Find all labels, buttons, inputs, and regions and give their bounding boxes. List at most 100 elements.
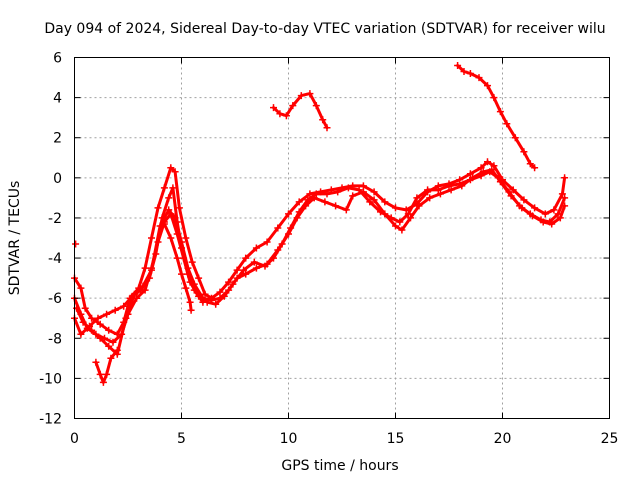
series-segment-18h [454, 62, 539, 172]
data-point-marker [458, 182, 466, 190]
data-point-marker [520, 196, 528, 204]
data-series [71, 62, 569, 386]
data-point-marker [398, 226, 406, 234]
data-point-marker [216, 288, 224, 296]
data-point-marker [72, 240, 80, 248]
series-dip [92, 346, 121, 386]
data-point-marker [561, 194, 569, 202]
data-point-marker [460, 68, 468, 75]
data-point-marker [107, 354, 115, 362]
x-tick-label: 25 [601, 431, 619, 447]
data-point-marker [285, 230, 292, 238]
data-point-marker [184, 270, 192, 278]
data-point-marker [188, 258, 196, 266]
data-point-marker [366, 198, 374, 206]
data-point-marker [541, 210, 549, 218]
plot-frame [74, 57, 610, 419]
data-point-marker [201, 290, 209, 298]
series-trace-b [71, 168, 569, 346]
data-point-marker [178, 270, 185, 278]
data-point-marker [285, 210, 292, 218]
data-point-marker [250, 258, 258, 266]
data-point-marker [306, 90, 314, 98]
data-point-marker [550, 206, 558, 214]
data-point-marker [225, 286, 233, 294]
data-point-marker [475, 74, 483, 82]
data-point-marker [233, 266, 241, 274]
data-point-marker [171, 168, 179, 176]
data-point-marker [212, 300, 220, 308]
data-point-marker [402, 206, 410, 214]
data-point-marker [242, 270, 250, 278]
data-point-marker [86, 322, 93, 330]
data-point-marker [187, 306, 195, 314]
data-point-marker [289, 102, 297, 110]
data-point-marker [507, 192, 515, 200]
data-point-marker [334, 188, 342, 196]
data-point-marker [518, 204, 526, 212]
data-point-marker [293, 214, 301, 222]
data-point-marker [496, 178, 504, 186]
series-line [272, 92, 329, 130]
grid-lines [74, 57, 610, 419]
data-point-marker [312, 102, 320, 110]
x-axis-label: GPS time / hours [281, 458, 398, 474]
series-trace-a [71, 158, 569, 338]
x-tick-label: 10 [280, 431, 298, 447]
axis-ticks: 0 5 10 15 20 25 -12 -10 -8 -6 -4 -2 0 2 4 6 [39, 51, 618, 448]
data-point-marker [392, 222, 399, 230]
data-point-marker [152, 250, 160, 258]
data-point-marker [454, 62, 462, 69]
data-point-marker [88, 326, 96, 334]
data-point-marker [252, 264, 260, 272]
data-point-marker [96, 320, 104, 328]
data-point-marker [447, 186, 455, 194]
data-point-marker [520, 148, 528, 156]
data-point-marker [94, 314, 102, 322]
data-point-marker [165, 194, 173, 202]
data-point-marker [186, 298, 194, 306]
y-tick-label: -2 [48, 211, 62, 227]
data-point-marker [199, 298, 207, 306]
series-line [73, 160, 567, 336]
data-point-marker [392, 204, 399, 212]
data-point-marker [503, 120, 511, 128]
data-point-marker [381, 210, 389, 218]
data-point-marker [274, 246, 282, 254]
data-point-marker [178, 244, 185, 252]
y-tick-label: -8 [48, 331, 62, 347]
data-point-marker [342, 206, 350, 214]
data-point-marker [436, 190, 444, 198]
data-point-marker [145, 274, 153, 282]
y-tick-label: 4 [53, 91, 62, 107]
y-tick-label: -6 [48, 291, 62, 307]
data-point-marker [195, 274, 203, 282]
data-point-marker [381, 198, 389, 206]
data-point-marker [531, 204, 539, 212]
data-point-marker [424, 186, 432, 194]
data-point-marker [77, 284, 85, 292]
data-point-marker [81, 304, 89, 312]
x-tick-label: 20 [494, 431, 512, 447]
data-point-marker [344, 184, 352, 192]
chart-title: Day 094 of 2024, Sidereal Day-to-day VTE… [44, 21, 605, 37]
data-point-marker [297, 92, 305, 100]
series-line [75, 168, 567, 356]
data-point-marker [490, 162, 498, 170]
y-tick-label: 2 [53, 131, 62, 147]
data-point-marker [359, 188, 367, 196]
data-point-marker [526, 160, 534, 168]
data-point-marker [111, 306, 119, 314]
data-point-marker [270, 104, 277, 112]
data-point-marker [321, 198, 329, 206]
series-line [73, 186, 205, 336]
data-point-marker [415, 202, 423, 210]
data-point-marker [548, 220, 556, 228]
data-point-marker [216, 294, 224, 302]
data-point-marker [137, 286, 145, 294]
data-point-marker [396, 218, 404, 226]
x-tick-label: 0 [70, 431, 79, 447]
data-point-marker [190, 286, 198, 294]
data-point-marker [242, 254, 250, 262]
y-tick-label: -12 [39, 412, 62, 428]
